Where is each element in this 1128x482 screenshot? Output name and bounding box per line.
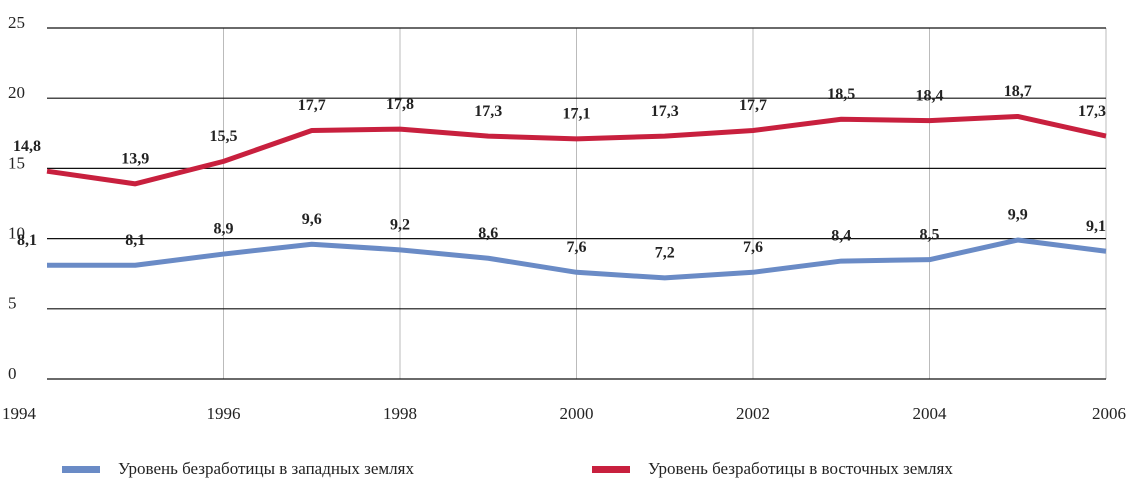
y-tick-label: 10 [8, 224, 25, 243]
y-tick-label: 25 [8, 13, 25, 32]
x-tick-label: 1998 [383, 404, 417, 423]
data-label: 7,6 [743, 239, 763, 256]
x-tick-label: 2000 [560, 404, 594, 423]
data-label: 15,5 [210, 128, 238, 145]
data-label: 13,9 [121, 151, 149, 168]
data-label: 8,1 [17, 232, 37, 249]
data-label: 17,3 [651, 103, 679, 120]
legend-label: Уровень безработицы в восточных землях [648, 459, 953, 478]
data-label: 14,8 [13, 138, 41, 155]
x-tick-label: 2004 [913, 404, 948, 423]
data-label: 17,7 [739, 97, 767, 114]
legend-swatch [62, 466, 100, 473]
y-tick-label: 15 [8, 153, 25, 172]
data-label: 7,2 [655, 245, 675, 262]
x-tick-label: 2006 [1092, 404, 1126, 423]
data-label: 18,5 [827, 86, 855, 103]
data-label: 17,7 [298, 97, 326, 114]
data-label: 18,4 [916, 87, 944, 104]
data-label: 17,8 [386, 96, 414, 113]
legend-label: Уровень безработицы в западных землях [118, 459, 414, 478]
data-label: 9,6 [302, 211, 322, 228]
y-tick-label: 20 [8, 83, 25, 102]
data-label: 7,6 [567, 239, 587, 256]
data-label: 8,6 [478, 225, 498, 242]
data-label: 17,3 [1078, 103, 1106, 120]
x-tick-label: 1996 [207, 404, 241, 423]
x-tick-label: 1994 [2, 404, 37, 423]
y-tick-label: 0 [8, 364, 17, 383]
data-label: 9,2 [390, 217, 410, 234]
data-label: 8,5 [920, 226, 940, 243]
legend-swatch [592, 466, 630, 473]
data-label: 18,7 [1004, 83, 1032, 100]
y-tick-label: 5 [8, 294, 17, 313]
data-label: 8,9 [214, 221, 234, 238]
data-label: 17,3 [474, 103, 502, 120]
data-label: 17,1 [563, 106, 591, 123]
data-label: 9,9 [1008, 207, 1028, 224]
series-line [47, 237, 1107, 281]
data-label: 8,4 [831, 228, 851, 245]
series-line [46, 113, 1107, 187]
x-tick-label: 2002 [736, 404, 770, 423]
data-label: 8,1 [125, 232, 145, 249]
data-label: 9,1 [1086, 218, 1106, 235]
